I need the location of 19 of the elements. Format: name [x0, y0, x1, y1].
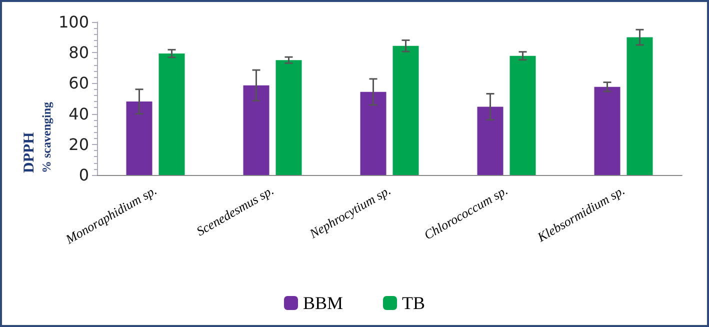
bar: [243, 85, 270, 175]
bar: [477, 106, 504, 175]
bar: [276, 60, 302, 175]
bar: [510, 56, 536, 175]
bar: [626, 37, 653, 175]
legend-label: BBM: [302, 293, 344, 313]
bar: [392, 46, 419, 175]
bar: [360, 92, 386, 175]
y-tick-label: 20: [68, 134, 89, 154]
y-axis-title: DPPH % scavenging: [22, 102, 54, 174]
y-tick-label: 80: [68, 43, 89, 62]
bar: [594, 86, 620, 175]
y-tick-label: 40: [68, 104, 89, 124]
bar: [158, 54, 185, 175]
y-tick-label: 0: [78, 166, 89, 184]
legend-label: TB: [402, 293, 426, 313]
y-tick-label: 100: [58, 12, 89, 32]
bar: [126, 102, 152, 175]
y-tick-label: 60: [68, 74, 89, 93]
